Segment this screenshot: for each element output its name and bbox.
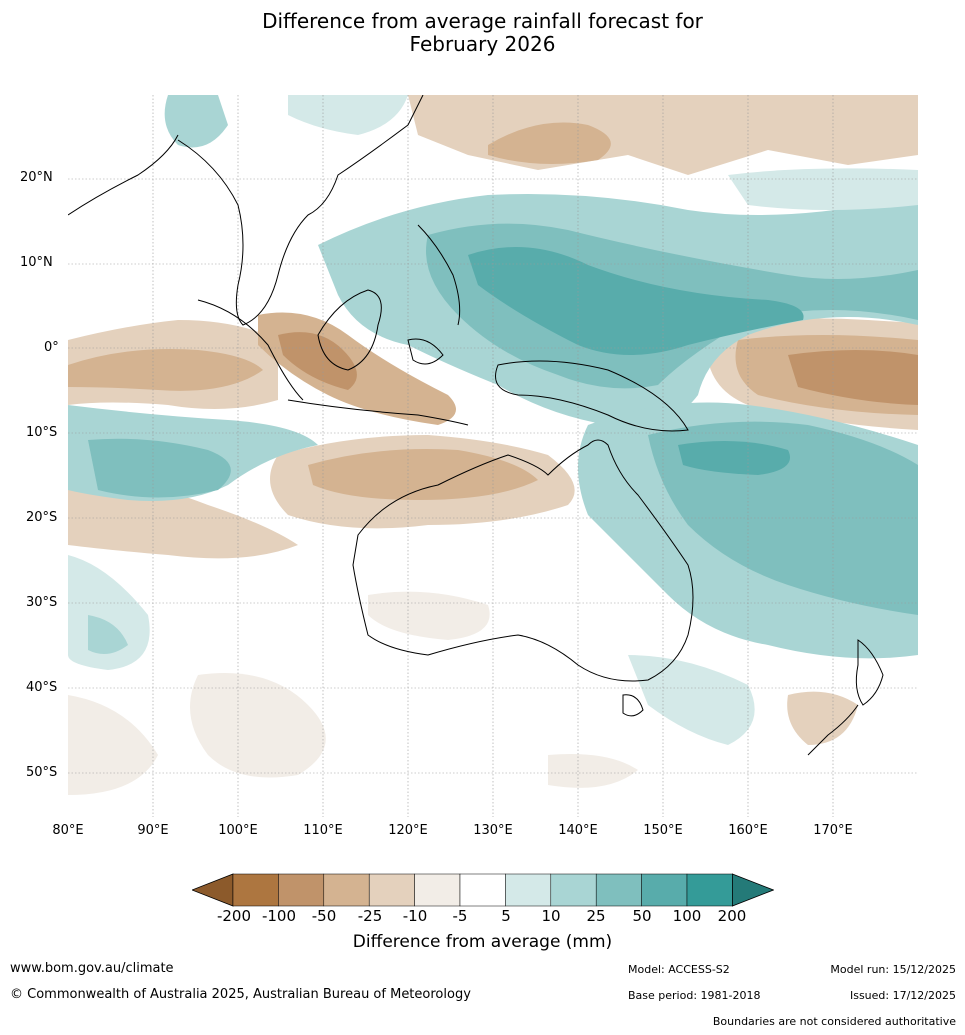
dry-region-nz (787, 691, 858, 745)
dry-region-south-a (548, 754, 638, 788)
colorbar-segment (232, 873, 279, 907)
coastline-sulawesi (407, 338, 444, 365)
lon-label-120e: 120°E (388, 823, 428, 838)
coastline-java (287, 399, 469, 426)
wet-region-east-asia (728, 168, 918, 210)
lon-label-90e: 90°E (137, 823, 169, 838)
colorbar-segment (641, 873, 688, 907)
colorbar-segment (414, 873, 461, 907)
coastline-philippines (417, 224, 461, 326)
colorbar-tick: -50 (311, 907, 337, 925)
lon-label-100e: 100°E (218, 823, 258, 838)
lon-label-110e: 110°E (303, 823, 343, 838)
colorbar-tick: -5 (452, 907, 468, 925)
title-line-2: February 2026 (409, 32, 556, 56)
footer-model: Model: ACCESS-S2 (628, 963, 730, 976)
lon-label-160e: 160°E (728, 823, 768, 838)
coastline-nz-south (807, 704, 859, 756)
colorbar-tick: 100 (672, 907, 702, 925)
footer-base-period: Base period: 1981-2018 (628, 989, 761, 1002)
lat-label-30s: 30°S (26, 595, 58, 610)
colorbar-label: Difference from average (mm) (352, 932, 613, 952)
colorbar-segment (686, 873, 733, 907)
colorbar-tick: -200 (216, 907, 252, 925)
coastline-nz-north (855, 639, 884, 706)
coastline-tasmania (622, 694, 644, 717)
coastline-sumatra (197, 299, 304, 401)
colorbar-segment (323, 873, 370, 907)
colorbar-segment (595, 873, 642, 907)
coastline-india (68, 134, 179, 216)
wet-region-west-australia-core (88, 615, 128, 654)
colorbar-tick: -100 (261, 907, 297, 925)
dry-region-sumatra-java-core (278, 332, 357, 390)
colorbar-tick: 25 (586, 907, 606, 925)
graticule (68, 95, 918, 817)
lat-label-20n: 20°N (20, 170, 53, 185)
lon-label-150e: 150°E (643, 823, 683, 838)
colorbar-tick: 10 (541, 907, 561, 925)
footer-url[interactable]: www.bom.gov.au/climate (10, 961, 174, 976)
dry-region-west-equatorial-core (68, 349, 263, 391)
wet-region-coral-sea-strong (678, 441, 790, 475)
dry-region-central-pacific-core2 (788, 350, 918, 405)
rainfall-map (68, 95, 918, 817)
coastline-indochina (177, 95, 424, 326)
lon-label-170e: 170°E (813, 823, 853, 838)
coastlines (68, 95, 884, 756)
wet-region-south-pacific (628, 655, 755, 745)
colorbar-segment (505, 873, 552, 907)
footer-model-run: Model run: 15/12/2025 (830, 963, 956, 976)
coastline-australia (352, 439, 694, 682)
footer-copyright: © Commonwealth of Australia 2025, Austra… (10, 987, 471, 1002)
colorbar-tick: -25 (357, 907, 383, 925)
lat-label-equator: 0° (44, 340, 59, 355)
title-line-1: Difference from average rainfall forecas… (262, 9, 703, 33)
footer-disclaimer: Boundaries are not considered authoritat… (712, 1015, 956, 1028)
colorbar-extend-low (192, 873, 234, 907)
colorbar-extend-high (732, 873, 774, 907)
lon-label-80e: 80°E (52, 823, 84, 838)
colorbar-tick: -10 (402, 907, 428, 925)
lat-label-10s: 10°S (26, 425, 58, 440)
dry-region-south-australia (368, 591, 490, 640)
wet-region-bay-of-bengal-b (288, 95, 408, 135)
wet-anomaly-regions (68, 95, 918, 745)
dry-region-north-australia-core (308, 449, 538, 500)
lat-label-50s: 50°S (26, 765, 58, 780)
colorbar (192, 873, 774, 907)
colorbar-segment (368, 873, 415, 907)
dry-region-south-indian-a (190, 673, 326, 778)
lat-label-20s: 20°S (26, 510, 58, 525)
lon-label-140e: 140°E (558, 823, 598, 838)
wet-region-bay-of-bengal (164, 95, 228, 148)
colorbar-tick: 5 (501, 907, 511, 925)
coastline-borneo (317, 289, 382, 371)
dry-region-north-china-core (488, 122, 611, 164)
wet-region-warm-pool-strong (468, 247, 804, 355)
coastline-new-guinea (495, 360, 689, 432)
map-canvas (68, 95, 918, 817)
lon-label-130e: 130°E (473, 823, 513, 838)
chart-title: Difference from average rainfall forecas… (0, 10, 965, 56)
colorbar-segment (459, 873, 506, 907)
colorbar-segment (278, 873, 325, 907)
dry-region-south-indian-b (68, 695, 158, 795)
colorbar-tick: 200 (717, 907, 747, 925)
colorbar-segment (550, 873, 597, 907)
wet-region-indian-ocean-core (88, 438, 231, 498)
colorbar-tick: 50 (632, 907, 652, 925)
lat-label-10n: 10°N (20, 255, 53, 270)
footer-issued: Issued: 17/12/2025 (849, 989, 956, 1002)
lat-label-40s: 40°S (26, 680, 58, 695)
